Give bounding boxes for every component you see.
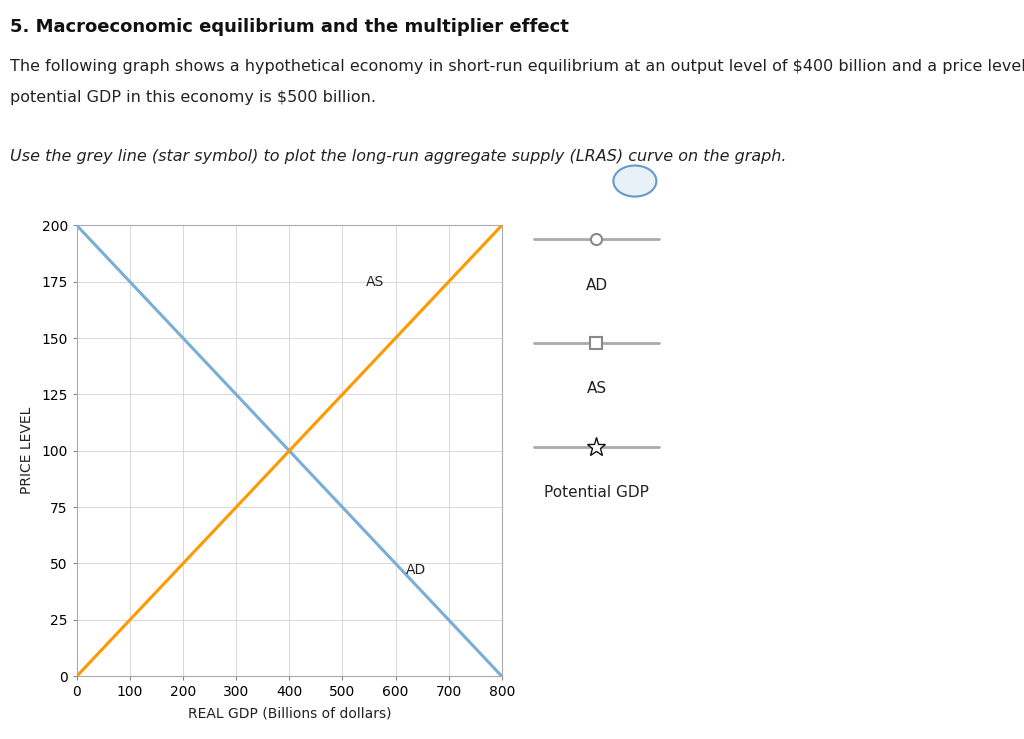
Text: Potential GDP: Potential GDP: [544, 485, 649, 500]
Text: AD: AD: [586, 278, 607, 293]
X-axis label: REAL GDP (Billions of dollars): REAL GDP (Billions of dollars): [187, 706, 391, 721]
Y-axis label: PRICE LEVEL: PRICE LEVEL: [20, 407, 35, 494]
Text: AS: AS: [367, 274, 385, 288]
Text: Use the grey line (star symbol) to plot the long-run aggregate supply (LRAS) cur: Use the grey line (star symbol) to plot …: [10, 149, 786, 164]
Text: AS: AS: [587, 381, 606, 396]
Text: AD: AD: [407, 563, 426, 577]
Text: 5. Macroeconomic equilibrium and the multiplier effect: 5. Macroeconomic equilibrium and the mul…: [10, 18, 569, 36]
Text: ?: ?: [630, 172, 640, 190]
Circle shape: [613, 166, 656, 197]
Text: potential GDP in this economy is $500 billion.: potential GDP in this economy is $500 bi…: [10, 90, 376, 105]
Text: The following graph shows a hypothetical economy in short-run equilibrium at an : The following graph shows a hypothetical…: [10, 59, 1024, 74]
